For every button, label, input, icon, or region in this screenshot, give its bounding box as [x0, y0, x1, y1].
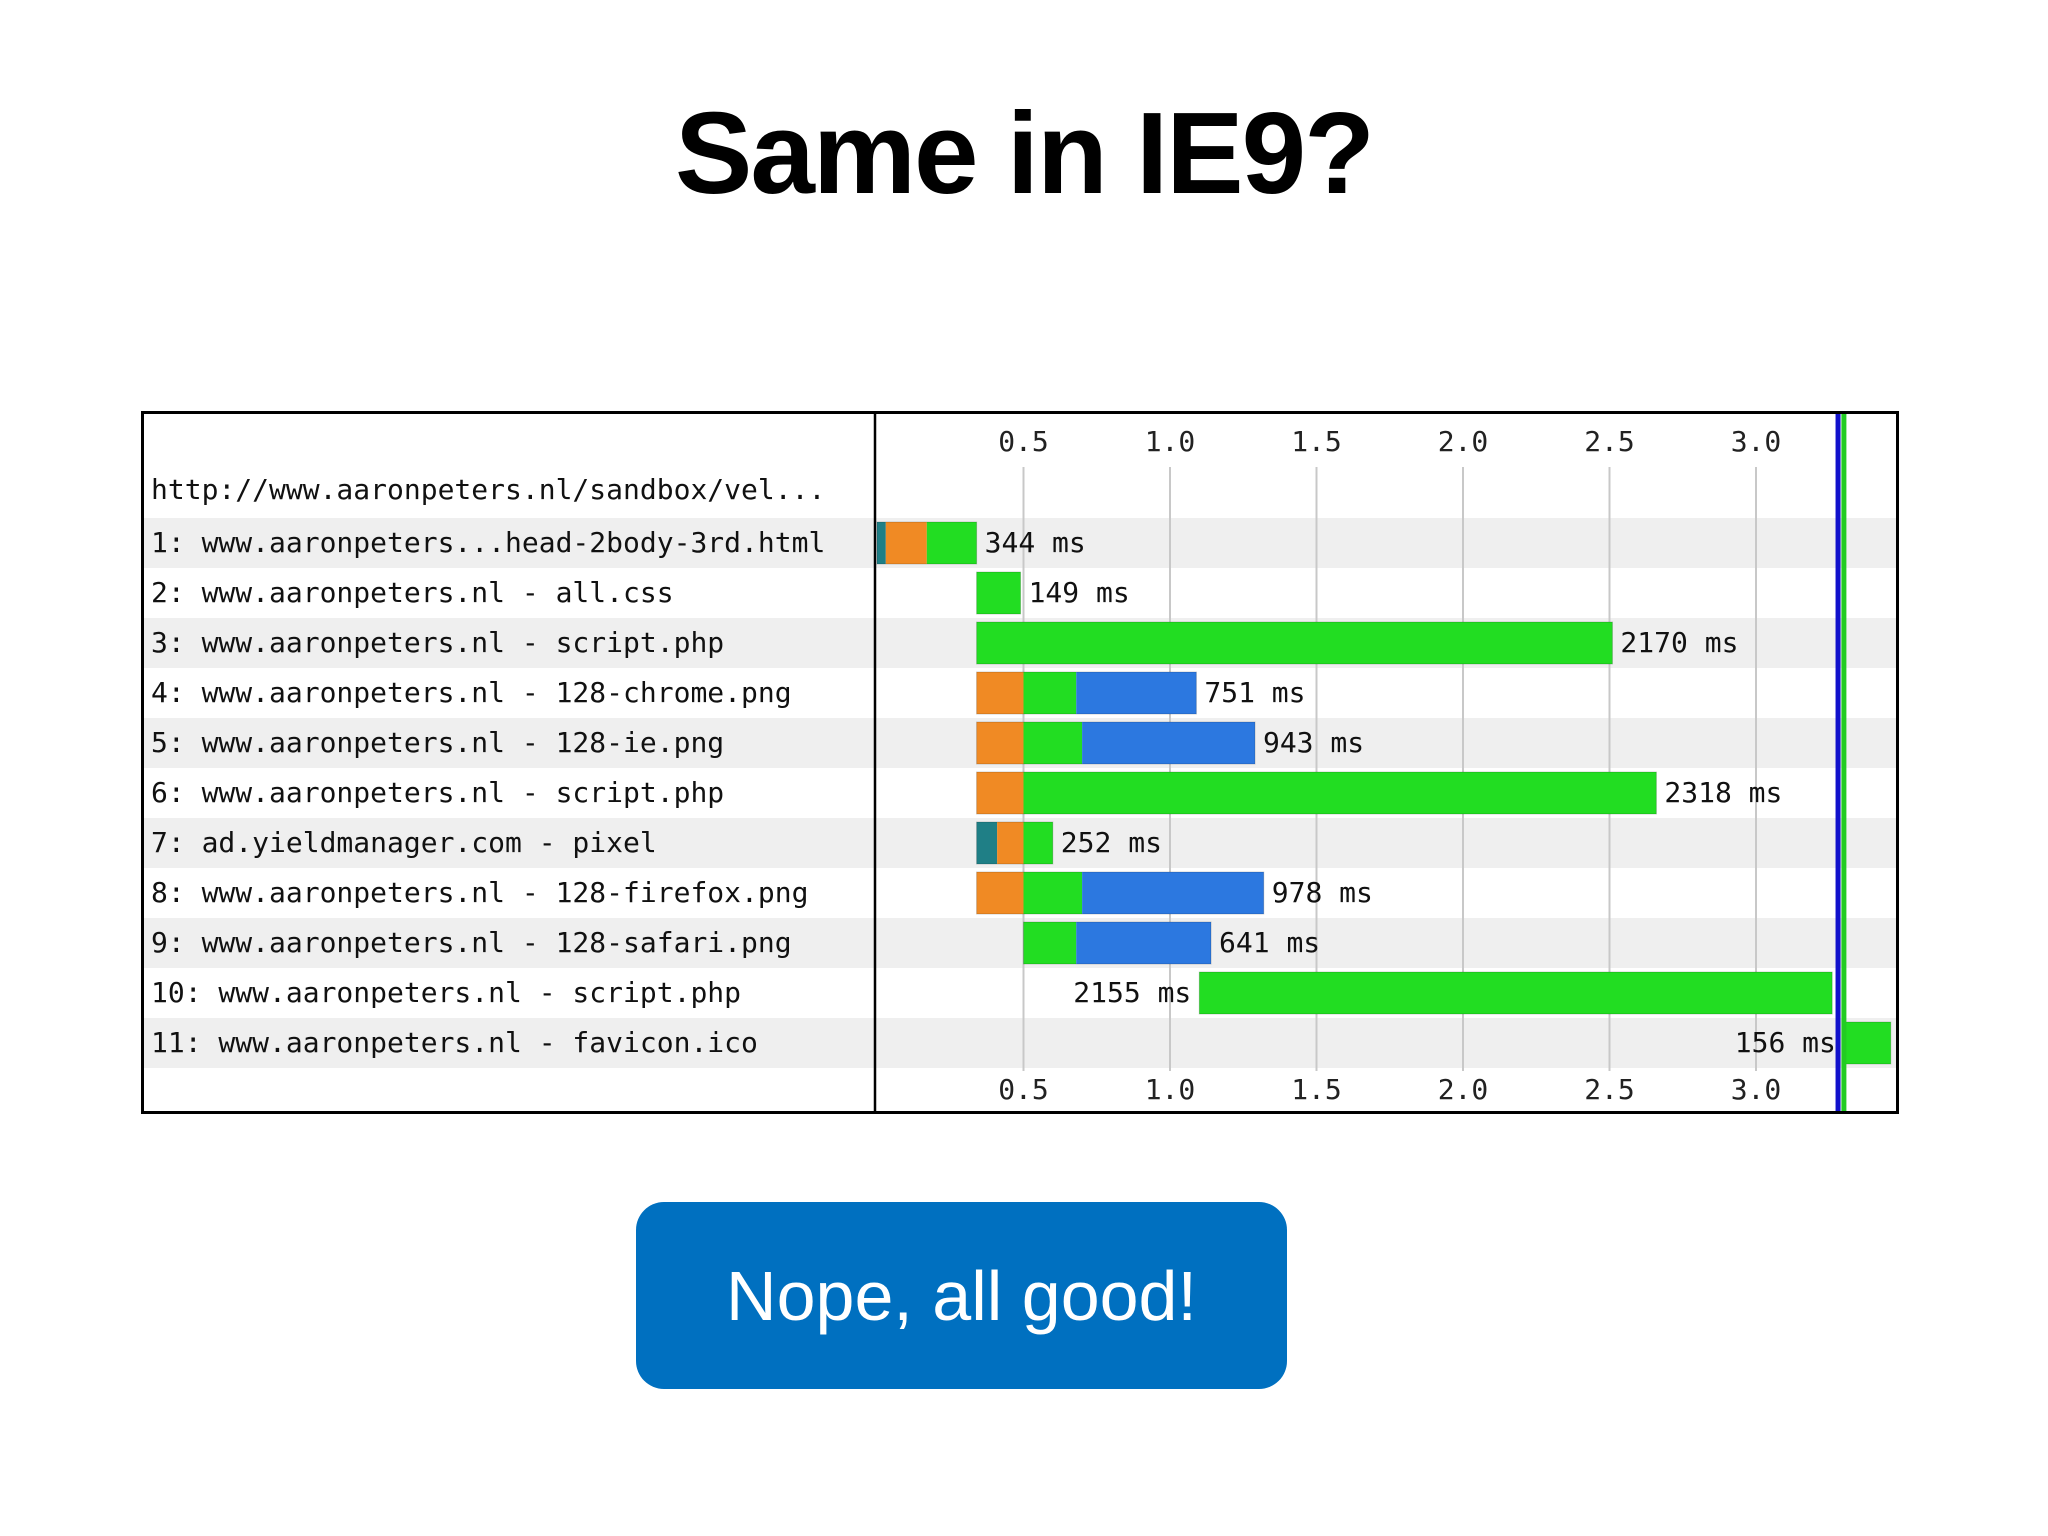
- bar-connect: [976, 722, 1024, 764]
- bar-connect: [976, 772, 1024, 814]
- bar-ttfb: [1023, 672, 1077, 714]
- tick-label-bottom: 1.0: [1145, 1073, 1196, 1106]
- bar-ttfb: [1023, 772, 1657, 814]
- duration-label: 943 ms: [1263, 726, 1364, 759]
- bar-ttfb: [1199, 972, 1833, 1014]
- tick-label-bottom: 1.5: [1291, 1073, 1342, 1106]
- callout-text: Nope, all good!: [726, 1256, 1197, 1335]
- duration-label: 751 ms: [1204, 676, 1305, 709]
- bar-outline: [876, 521, 978, 565]
- request-label: 9: www.aaronpeters.nl - 128-safari.png: [151, 926, 792, 959]
- bar-outline: [976, 571, 1022, 615]
- tick-label-bottom: 2.5: [1584, 1073, 1635, 1106]
- tick-label-top: 2.5: [1584, 425, 1635, 458]
- page-url: http://www.aaronpeters.nl/sandbox/vel...: [151, 473, 825, 506]
- duration-label: 978 ms: [1272, 876, 1373, 909]
- bar-ttfb: [1843, 1022, 1891, 1064]
- bar-connect: [976, 872, 1024, 914]
- bar-connect: [997, 822, 1024, 864]
- duration-label: 252 ms: [1061, 826, 1162, 859]
- slide-title: Same in IE9?: [674, 88, 1375, 218]
- bar-dns: [877, 522, 886, 564]
- bar-ttfb: [1023, 822, 1053, 864]
- request-label: 7: ad.yieldmanager.com - pixel: [151, 826, 657, 859]
- tick-label-bottom: 2.0: [1438, 1073, 1489, 1106]
- tick-label-top: 1.5: [1291, 425, 1342, 458]
- row-background: [143, 1018, 1897, 1068]
- request-bars: [876, 521, 1892, 1065]
- request-label: 1: www.aaronpeters...head-2body-3rd.html: [151, 526, 825, 559]
- bar-ttfb: [1023, 722, 1083, 764]
- request-label: 11: www.aaronpeters.nl - favicon.ico: [151, 1026, 758, 1059]
- bar-connect: [885, 522, 927, 564]
- request-label: 5: www.aaronpeters.nl - 128-ie.png: [151, 726, 724, 759]
- bar-outline: [976, 771, 1657, 815]
- bar-outline: [976, 871, 1265, 915]
- bar-ttfb: [1023, 922, 1077, 964]
- bar-outline: [976, 821, 1054, 865]
- event-markers: [1835, 413, 1847, 1112]
- duration-label: 156 ms: [1735, 1026, 1836, 1059]
- tick-label-top: 2.0: [1438, 425, 1489, 458]
- row-background: [143, 918, 1897, 968]
- chart-text: 0.5 0.5 1.0 1.0 1.5 1.5 2.0 2.0 2.5 2.5 3.0 3.0 http…: [151, 425, 1836, 1106]
- bar-download: [1082, 722, 1255, 764]
- request-label: 3: www.aaronpeters.nl - script.php: [151, 626, 724, 659]
- request-label: 8: www.aaronpeters.nl - 128-firefox.png: [151, 876, 808, 909]
- chart-frame: [141, 411, 1899, 1114]
- bar-dns: [976, 822, 998, 864]
- request-label: 2: www.aaronpeters.nl - all.css: [151, 576, 674, 609]
- duration-label: 2318 ms: [1664, 776, 1782, 809]
- bar-outline: [1023, 921, 1212, 965]
- bar-ttfb: [976, 572, 1021, 614]
- bar-outline: [976, 621, 1613, 665]
- tick-label-bottom: 3.0: [1731, 1073, 1782, 1106]
- duration-label: 2155 ms: [1073, 976, 1191, 1009]
- request-label: 4: www.aaronpeters.nl - 128-chrome.png: [151, 676, 792, 709]
- bar-outline: [976, 721, 1256, 765]
- request-label: 10: www.aaronpeters.nl - script.php: [151, 976, 741, 1009]
- duration-label: 641 ms: [1219, 926, 1320, 959]
- gridlines: [1022, 467, 1757, 1071]
- bar-download: [1076, 922, 1212, 964]
- request-label: 6: www.aaronpeters.nl - script.php: [151, 776, 724, 809]
- duration-label: 149 ms: [1029, 576, 1130, 609]
- bar-outline: [976, 671, 1197, 715]
- tick-label-bottom: 0.5: [998, 1073, 1049, 1106]
- duration-label: 2170 ms: [1620, 626, 1738, 659]
- tick-label-top: 0.5: [998, 425, 1049, 458]
- duration-label: 344 ms: [985, 526, 1086, 559]
- tick-label-top: 1.0: [1145, 425, 1196, 458]
- bar-download: [1076, 672, 1197, 714]
- waterfall-chart: 0.5 0.5 1.0 1.0 1.5 1.5 2.0 2.0 2.5 2.5 3.0 3.0 http…: [141, 411, 1899, 1114]
- bar-ttfb: [976, 622, 1613, 664]
- bar-download: [1082, 872, 1264, 914]
- bar-ttfb: [926, 522, 977, 564]
- bar-outline: [1198, 971, 1833, 1015]
- row-background: [143, 518, 1897, 568]
- callout-box: Nope, all good!: [636, 1202, 1287, 1389]
- bar-connect: [976, 672, 1024, 714]
- bar-ttfb: [1023, 872, 1083, 914]
- tick-label-top: 3.0: [1731, 425, 1782, 458]
